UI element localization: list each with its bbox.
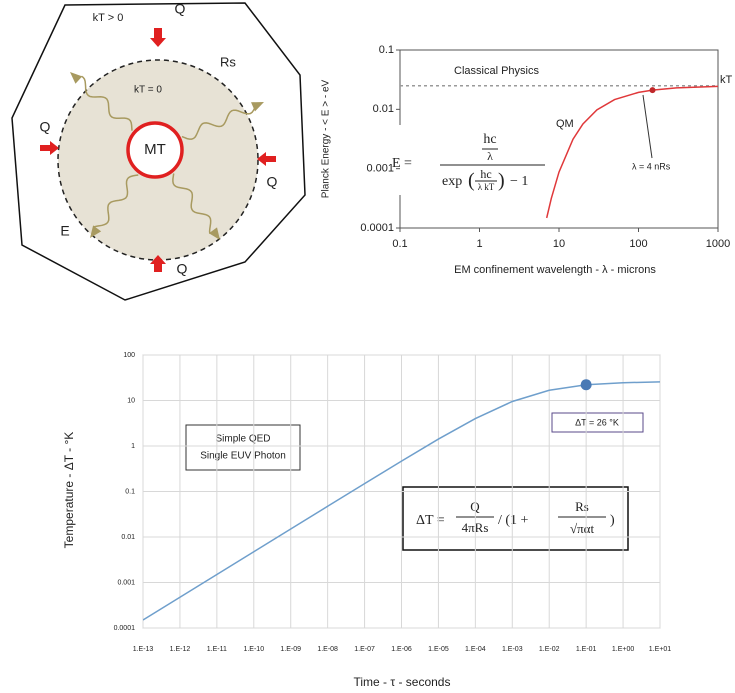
leader-line bbox=[643, 95, 652, 158]
x-tick-label: 1.E-11 bbox=[207, 646, 227, 653]
x-tick-label: 0.1 bbox=[392, 238, 407, 250]
eq-text: Rs bbox=[575, 499, 589, 514]
x-tick-label: 1.E-12 bbox=[170, 646, 191, 653]
annotation: kT bbox=[720, 74, 733, 86]
x-tick-label: 1.E-09 bbox=[280, 646, 301, 653]
y-tick-label: 0.1 bbox=[125, 488, 135, 495]
y-axis-label: Planck Energy - < E > - eV bbox=[321, 79, 332, 198]
figure: kT > 0 Q Rs kT = 0 MT Q Q E Q EM confine… bbox=[0, 0, 735, 693]
eq-text: / (1 + bbox=[498, 513, 529, 528]
x-tick-label: 1.E-02 bbox=[539, 646, 560, 653]
eq-text: hc bbox=[480, 167, 491, 181]
point-marker bbox=[581, 379, 592, 390]
eq-text: ΔT = bbox=[416, 513, 445, 528]
x-tick-label: 1.E+00 bbox=[612, 646, 634, 653]
label: Q bbox=[267, 174, 278, 190]
x-tick-label: 1.E-03 bbox=[502, 646, 523, 653]
eq-text: ) bbox=[610, 513, 615, 528]
series-label: Classical Physics bbox=[454, 65, 539, 77]
x-tick-label: 1.E-01 bbox=[576, 646, 597, 653]
x-tick-label: 1.E+01 bbox=[649, 646, 671, 653]
y-axis-label: Temperature - ΔT - °K bbox=[62, 432, 76, 549]
label: kT > 0 bbox=[93, 12, 124, 24]
y-tick-label: 100 bbox=[123, 352, 135, 359]
y-tick-label: 0.01 bbox=[373, 103, 394, 115]
eq-text: hc bbox=[483, 132, 496, 147]
eq-bracket: ( bbox=[468, 170, 475, 192]
y-tick-label: 10 bbox=[127, 397, 135, 404]
eq-text: exp bbox=[442, 174, 462, 189]
y-tick-label: 0.001 bbox=[117, 579, 135, 586]
x-tick-label: 1.E-04 bbox=[465, 646, 486, 653]
label: Q bbox=[40, 119, 51, 135]
eq-text: λ bbox=[487, 149, 493, 163]
x-tick-label: 1.E-06 bbox=[391, 646, 412, 653]
point-marker bbox=[649, 87, 655, 93]
y-tick-label: 0.001 bbox=[366, 163, 394, 175]
label: kT = 0 bbox=[134, 85, 162, 96]
eq-text: E = bbox=[392, 156, 412, 171]
x-tick-label: 1.E-08 bbox=[317, 646, 338, 653]
x-tick-label: 100 bbox=[629, 238, 647, 250]
equation: E = hc λ exp ( hc λ kT ) − 1 bbox=[388, 125, 546, 195]
x-tick-label: 1 bbox=[476, 238, 482, 250]
label: Q bbox=[177, 261, 188, 277]
annotation: ΔT = 26 °K bbox=[575, 417, 619, 427]
chart-bottom: Time - τ - seconds Temperature - ΔT - °K… bbox=[62, 355, 660, 689]
label: Rs bbox=[220, 54, 236, 69]
note-text: Single EUV Photon bbox=[200, 451, 286, 462]
arrow bbox=[150, 28, 166, 47]
series-label: QM bbox=[556, 118, 574, 130]
y-tick-label: 1 bbox=[131, 443, 135, 450]
x-tick-label: 1.E-10 bbox=[243, 646, 264, 653]
eq-bracket: ) bbox=[498, 170, 505, 192]
x-axis-label: Time - τ - seconds bbox=[354, 675, 451, 689]
note-box bbox=[186, 425, 300, 470]
diagram: kT > 0 Q Rs kT = 0 MT Q Q E Q bbox=[12, 1, 305, 300]
arrow bbox=[40, 141, 59, 155]
equation: ΔT = Q 4πRs / (1 + Rs √παt ) bbox=[403, 487, 628, 550]
y-tick-label: 0.1 bbox=[379, 44, 394, 56]
series-line bbox=[547, 86, 718, 218]
eq-text: √παt bbox=[570, 521, 595, 536]
label: Q bbox=[175, 1, 186, 17]
x-tick-label: 1.E-07 bbox=[354, 646, 375, 653]
eq-text: − 1 bbox=[510, 174, 528, 189]
y-tick-label: 0.01 bbox=[121, 534, 135, 541]
y-tick-label: 0.0001 bbox=[360, 222, 394, 234]
label: E bbox=[60, 223, 69, 239]
x-tick-label: 1000 bbox=[706, 238, 730, 250]
x-tick-label: 1.E-13 bbox=[133, 646, 154, 653]
x-axis-label: EM confinement wavelength - λ - microns bbox=[454, 264, 656, 276]
x-tick-label: 1.E-05 bbox=[428, 646, 449, 653]
annotation: λ = 4 nRs bbox=[632, 161, 671, 171]
note-text: Simple QED bbox=[215, 434, 270, 445]
eq-text: λ kT bbox=[478, 182, 495, 192]
y-tick-label: 0.0001 bbox=[114, 625, 136, 632]
arrow bbox=[257, 152, 276, 166]
x-tick-label: 10 bbox=[553, 238, 565, 250]
label: MT bbox=[144, 141, 166, 158]
photon-head bbox=[70, 72, 82, 84]
